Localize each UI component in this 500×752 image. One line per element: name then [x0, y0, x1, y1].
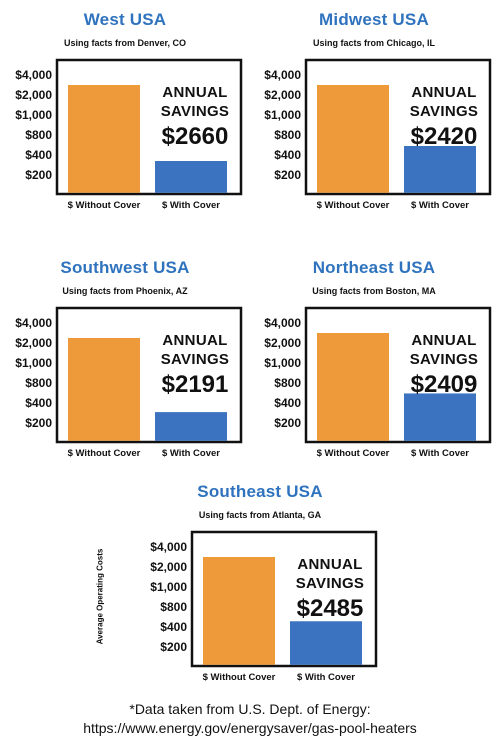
chart-svg: $4,000 $2,000 $1,000 $800 $400 $200 $ Without … [15, 306, 243, 459]
chart-subtitle: Using facts from Chicago, IL [312, 38, 435, 48]
annual-label: ANNUAL [162, 84, 227, 101]
y-tick-label: $200 [274, 416, 301, 430]
bar [68, 85, 140, 193]
y-tick-label: $800 [25, 376, 52, 390]
bar [155, 412, 227, 441]
plot-frame [304, 306, 492, 444]
savings-label: SAVINGS [410, 103, 479, 120]
footnote-line-1: *Data taken from U.S. Dept. of Energy: [129, 701, 371, 717]
y-tick-label: $200 [274, 168, 301, 182]
savings-label: SAVINGS [296, 575, 365, 592]
y-tick-label: $2,000 [264, 88, 301, 102]
x-category-label: $ With Cover [411, 200, 469, 211]
chart-title: Southwest USA [60, 258, 190, 277]
x-category-label: $ Without Cover [317, 200, 390, 211]
x-category-label: $ Without Cover [68, 200, 141, 211]
plot-frame [304, 58, 492, 196]
chart-subtitle: Using facts from Boston, MA [312, 286, 436, 296]
savings-amount: $2191 [162, 371, 229, 398]
annual-label: ANNUAL [411, 84, 476, 101]
savings-label: SAVINGS [161, 351, 230, 368]
bar [317, 333, 389, 441]
x-category-label: $ With Cover [411, 448, 469, 459]
y-tick-label: $400 [274, 396, 301, 410]
y-tick-label: $4,000 [264, 68, 301, 82]
chart-subtitle: Using facts from Phoenix, AZ [62, 286, 188, 296]
annual-label: ANNUAL [162, 332, 227, 349]
chart-svg: $4,000 $2,000 $1,000 $800 $400 $200 $ Without … [264, 58, 492, 211]
y-tick-label: $4,000 [15, 316, 52, 330]
y-tick-label: $2,000 [15, 336, 52, 350]
x-category-label: $ With Cover [297, 672, 355, 683]
y-tick-label: $1,000 [15, 108, 52, 122]
chart-subtitle: Using facts from Atlanta, GA [198, 510, 322, 520]
y-tick-label: $800 [274, 128, 301, 142]
y-tick-label: $4,000 [150, 540, 187, 554]
bar [290, 621, 362, 665]
y-tick-label: $400 [274, 148, 301, 162]
x-category-label: $ With Cover [162, 200, 220, 211]
y-tick-label: $1,000 [264, 108, 301, 122]
chart-title: Northeast USA [312, 258, 436, 277]
y-tick-label: $400 [160, 620, 187, 634]
chart-svg: $4,000 $2,000 $1,000 $800 $400 $200 $ Without … [150, 530, 378, 683]
y-tick-label: $2,000 [15, 88, 52, 102]
bar [317, 85, 389, 193]
annual-label: ANNUAL [297, 556, 362, 573]
plot-frame [55, 58, 243, 196]
x-category-label: $ With Cover [162, 448, 220, 459]
chart-subtitle: Using facts from Denver, CO [63, 38, 187, 48]
chart-title: Midwest USA [319, 10, 429, 29]
x-category-label: $ Without Cover [68, 448, 141, 459]
bar [155, 161, 227, 193]
chart-svg: $4,000 $2,000 $1,000 $800 $400 $200 $ Without … [264, 306, 492, 459]
chart-title: West USA [83, 10, 167, 29]
y-axis-label: Average Operating Costs [95, 548, 105, 645]
y-tick-label: $200 [25, 416, 52, 430]
y-tick-label: $200 [160, 640, 187, 654]
bar [404, 393, 476, 441]
y-tick-label: $1,000 [15, 356, 52, 370]
annual-label: ANNUAL [411, 332, 476, 349]
y-tick-label: $2,000 [264, 336, 301, 350]
y-tick-label: $800 [25, 128, 52, 142]
savings-label: SAVINGS [410, 351, 479, 368]
chart-title: Southeast USA [197, 482, 323, 501]
plot-frame [190, 530, 378, 668]
y-tick-label: $2,000 [150, 560, 187, 574]
y-tick-label: $4,000 [264, 316, 301, 330]
y-tick-label: $800 [160, 600, 187, 614]
y-tick-label: $400 [25, 148, 52, 162]
savings-amount: $2485 [297, 595, 364, 622]
savings-amount: $2420 [411, 123, 478, 150]
y-tick-label: $1,000 [264, 356, 301, 370]
savings-amount: $2660 [162, 123, 229, 150]
y-tick-label: $400 [25, 396, 52, 410]
y-tick-label: $800 [274, 376, 301, 390]
footnote: *Data taken from U.S. Dept. of Energy: h… [0, 700, 500, 738]
savings-amount: $2409 [411, 371, 478, 398]
x-category-label: $ Without Cover [317, 448, 390, 459]
bar [203, 557, 275, 665]
bar [68, 338, 140, 441]
savings-label: SAVINGS [161, 103, 230, 120]
x-category-label: $ Without Cover [203, 672, 276, 683]
y-tick-label: $4,000 [15, 68, 52, 82]
y-tick-label: $1,000 [150, 580, 187, 594]
bar [404, 146, 476, 193]
footnote-line-2: https://www.energy.gov/energysaver/gas-p… [83, 720, 417, 736]
chart-svg: $4,000 $2,000 $1,000 $800 $400 $200 $ Without … [15, 58, 243, 211]
plot-frame [55, 306, 243, 444]
y-tick-label: $200 [25, 168, 52, 182]
